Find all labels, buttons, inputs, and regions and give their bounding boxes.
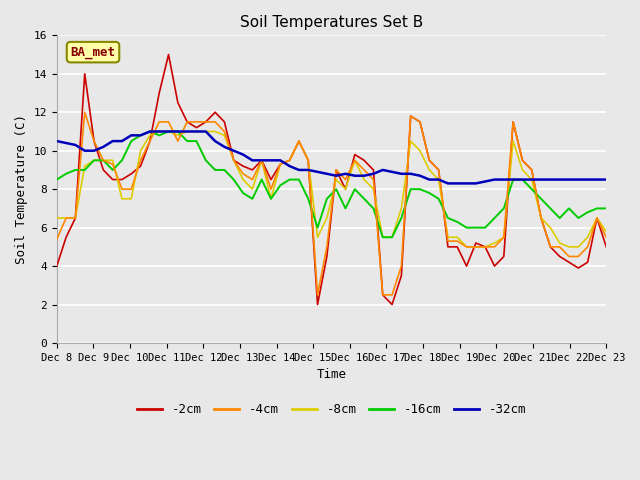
Text: BA_met: BA_met (70, 46, 115, 59)
Legend: -2cm, -4cm, -8cm, -16cm, -32cm: -2cm, -4cm, -8cm, -16cm, -32cm (131, 398, 531, 421)
Y-axis label: Soil Temperature (C): Soil Temperature (C) (15, 114, 28, 264)
Title: Soil Temperatures Set B: Soil Temperatures Set B (240, 15, 423, 30)
X-axis label: Time: Time (317, 368, 346, 381)
